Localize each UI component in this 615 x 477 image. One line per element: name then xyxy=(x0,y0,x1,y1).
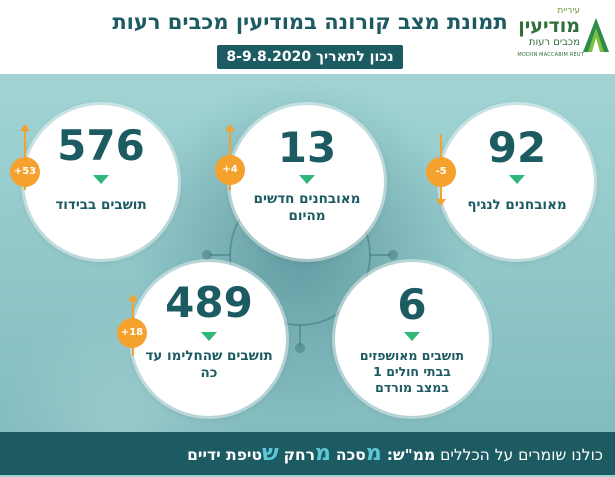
city-logo: עיריית מודיעין מכבים רעות MODIIN MACCABI… xyxy=(517,6,610,68)
change-badge: +4 xyxy=(215,155,245,185)
stat-value: 576 xyxy=(57,121,145,170)
logo-emblem-icon xyxy=(583,18,609,52)
stat-diagnosed: 92 מאובחנים לנגיף xyxy=(440,105,594,259)
stat-value: 13 xyxy=(277,123,337,172)
stat-value: 489 xyxy=(165,278,253,327)
green-triangle-icon xyxy=(509,175,525,184)
footer-rules-text: כולנו שומרים על הכללים ממ"ש: מסכה מרחק ש… xyxy=(187,432,603,475)
footer-bar: כולנו שומרים על הכללים ממ"ש: מסכה מרחק ש… xyxy=(0,432,615,475)
stat-hospitalized: 6 תושבים מאושפזים בבתי חולים 1 במצב מורד… xyxy=(335,262,489,416)
green-triangle-icon xyxy=(93,175,109,184)
green-triangle-icon xyxy=(299,175,315,184)
green-triangle-icon xyxy=(201,332,217,341)
rule-distance-text: רחק xyxy=(283,446,316,464)
footer-lead: כולנו שומרים על הכללים xyxy=(440,446,603,464)
change-badge: -5 xyxy=(426,157,456,187)
stat-label: תושבים מאושפזים בבתי חולים 1 במצב מורדם xyxy=(359,348,465,395)
stat-label: מאובחנים חדשים מהיום xyxy=(253,191,361,224)
rule-handwash-text: טיפת ידיים xyxy=(187,446,262,464)
rule-handwash-letter: ש xyxy=(261,441,279,466)
change-badge: +18 xyxy=(117,318,147,348)
stat-new-cases: 13 מאובחנים חדשים מהיום xyxy=(230,105,384,259)
footer-abbr: ממ"ש: xyxy=(386,446,436,464)
stat-label: תושבים שהחלימו עד כה xyxy=(145,348,273,381)
stat-label: מאובחנים לנגיף xyxy=(467,197,567,213)
change-badge: +53 xyxy=(10,157,40,187)
logo-top-text: עיריית xyxy=(557,6,580,16)
stat-label: תושבים בבידוד xyxy=(55,197,147,213)
date-badge: נכון לתאריך 8-9.8.2020 xyxy=(217,45,403,69)
rule-distance-letter: מ xyxy=(315,441,331,466)
rule-mask-letter: מ xyxy=(365,441,382,466)
stat-recovered: 489 תושבים שהחלימו עד כה xyxy=(132,262,286,416)
page-title: תמונת מצב קורונה במודיעין מכבים רעות xyxy=(112,10,508,34)
stat-value: 6 xyxy=(397,280,427,329)
logo-english-text: MODIIN MACCABIM REUT xyxy=(517,52,584,58)
header-bar: תמונת מצב קורונה במודיעין מכבים רעות נכו… xyxy=(0,0,615,74)
rule-mask-text: סכה xyxy=(335,446,366,464)
stat-isolation: 576 תושבים בבידוד xyxy=(24,105,178,259)
logo-main-text: מודיעין xyxy=(518,15,580,37)
green-triangle-icon xyxy=(404,332,420,341)
stat-value: 92 xyxy=(487,123,547,172)
logo-sub-text: מכבים רעות xyxy=(528,37,580,48)
